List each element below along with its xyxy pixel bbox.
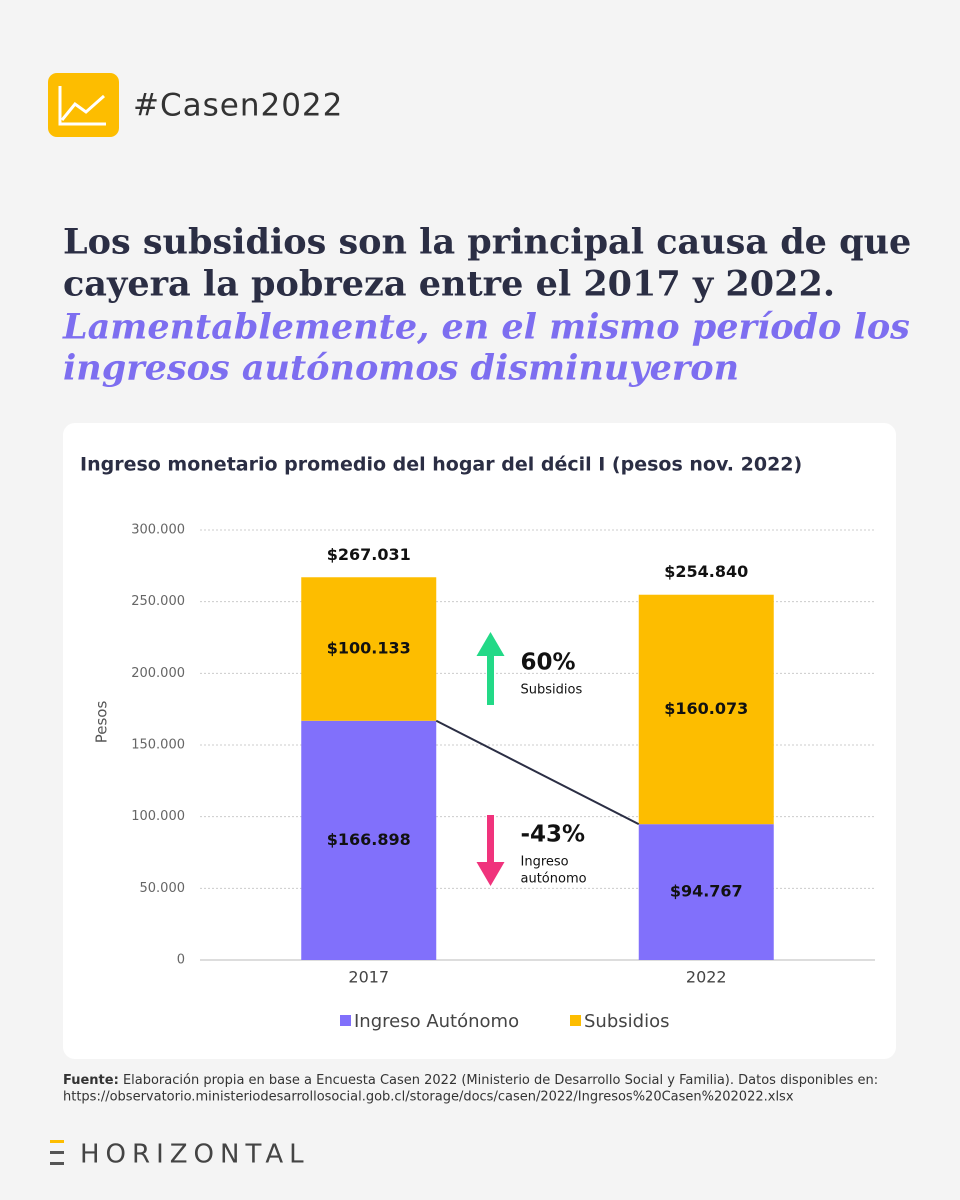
annotation-text: Ingreso xyxy=(521,855,569,870)
headline: cayera la pobreza entre el 2017 y 2022. xyxy=(63,264,835,305)
y-tick-label: 150.000 xyxy=(131,738,185,753)
annotation-text: Subsidios xyxy=(521,683,583,698)
headline: Los subsidios son la principal causa de … xyxy=(63,222,911,263)
value-label: $160.073 xyxy=(664,699,748,718)
x-tick-label: 2022 xyxy=(686,968,727,987)
total-label: $254.840 xyxy=(664,562,748,581)
source-url: https://observatorio.ministeriodesarroll… xyxy=(63,1090,794,1105)
source-label: Fuente: xyxy=(63,1073,119,1088)
x-tick-label: 2017 xyxy=(348,968,389,987)
icon-glyph xyxy=(58,86,106,126)
value-label: $166.898 xyxy=(327,830,411,849)
bar-segment xyxy=(301,577,437,721)
hashtag: #Casen2022 xyxy=(133,88,343,124)
y-axis-label: Pesos xyxy=(93,701,111,744)
source-text: Elaboración propia en base a Encuesta Ca… xyxy=(123,1073,878,1088)
brand: HORIZONTAL xyxy=(80,1140,310,1170)
y-tick-label: 50.000 xyxy=(140,881,186,896)
total-label: $267.031 xyxy=(327,545,411,564)
legend-label: Ingreso Autónomo xyxy=(354,1011,519,1032)
annotation-value: 60% xyxy=(521,650,576,676)
y-tick-label: 100.000 xyxy=(131,809,185,824)
y-tick-label: 0 xyxy=(177,953,185,968)
y-tick-label: 200.000 xyxy=(131,666,185,681)
y-tick-label: 300.000 xyxy=(131,523,185,538)
annotation-value: -43% xyxy=(521,822,586,848)
bar-segment xyxy=(638,824,774,960)
legend-swatch xyxy=(340,1015,351,1026)
bar-segment xyxy=(301,720,437,960)
headline-emphasis: Lamentablemente, en el mismo período los xyxy=(62,307,910,348)
legend-label: Subsidios xyxy=(584,1011,669,1032)
chart-title: Ingreso monetario promedio del hogar del… xyxy=(80,454,802,476)
source: Fuente: Elaboración propia en base a Enc… xyxy=(63,1073,878,1088)
annotation-text: autónomo xyxy=(521,872,587,887)
value-label: $94.767 xyxy=(670,882,743,901)
bar-segment xyxy=(638,594,774,825)
y-tick-label: 250.000 xyxy=(131,594,185,609)
value-label: $100.133 xyxy=(327,639,411,658)
legend-swatch xyxy=(570,1015,581,1026)
arrow-head xyxy=(476,632,505,656)
trend-connector xyxy=(435,719,640,826)
logo-icon xyxy=(48,73,119,137)
brand-mark xyxy=(50,1140,64,1165)
headline-emphasis: ingresos autónomos disminuyeron xyxy=(63,348,739,389)
arrow-head xyxy=(476,862,505,886)
